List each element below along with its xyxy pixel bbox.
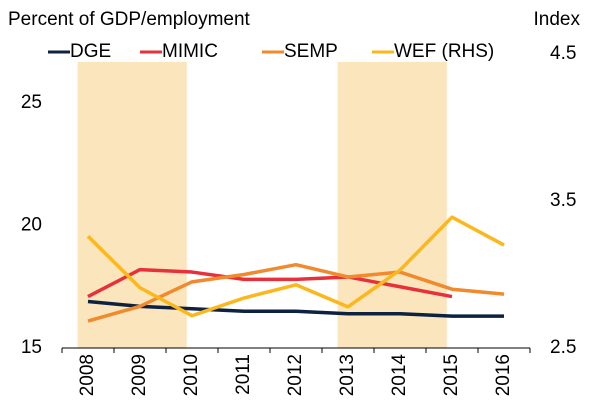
series-line (86, 215, 505, 318)
y-tick-label: 15 (21, 337, 42, 358)
x-tick-label: 2008 (77, 354, 98, 396)
x-tick-label: 2014 (389, 354, 410, 397)
x-tick-label: 2013 (337, 354, 358, 396)
shaded-period (77, 62, 187, 348)
y-tick-label: 25 (21, 92, 42, 113)
x-tick-label: 2011 (233, 354, 254, 395)
x-tick-label: 2009 (129, 354, 150, 396)
y2-tick-label: 2.5 (550, 337, 576, 358)
x-tick-label: 2016 (493, 354, 514, 396)
y2-axis-label: Index (534, 9, 581, 30)
x-tick-label: 2010 (181, 354, 202, 396)
y-axis-label: Percent of GDP/employment (8, 9, 251, 30)
y2-tick-label: 4.5 (550, 43, 576, 64)
legend-label: WEF (RHS) (394, 41, 494, 62)
x-tick-label: 2015 (441, 354, 462, 396)
series-line (87, 267, 453, 299)
shaded-period (337, 62, 447, 348)
legend-label: DGE (70, 41, 111, 62)
series-line (87, 299, 504, 318)
x-tick-label: 2012 (285, 354, 306, 396)
y-tick-label: 20 (21, 215, 42, 236)
legend-label: MIMIC (162, 41, 218, 62)
y2-tick-label: 3.5 (550, 190, 576, 211)
legend-label: SEMP (284, 41, 338, 62)
